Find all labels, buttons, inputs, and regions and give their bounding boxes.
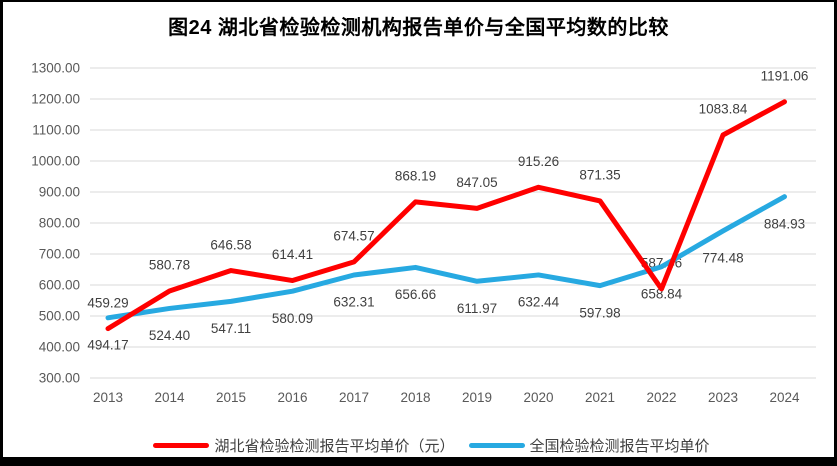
x-tick-label: 2023 bbox=[708, 390, 738, 405]
national-series-swatch-icon bbox=[468, 443, 525, 448]
legend-item-national: 全国检验检测报告平均单价 bbox=[468, 435, 710, 456]
data-label: 611.97 bbox=[457, 301, 497, 316]
x-tick-label: 2019 bbox=[462, 390, 492, 405]
x-tick-label: 2013 bbox=[93, 390, 123, 405]
data-label: 580.78 bbox=[149, 258, 190, 273]
data-label: 494.17 bbox=[87, 338, 128, 353]
legend-label-national: 全国检验检测报告平均单价 bbox=[529, 438, 710, 455]
data-label: 884.93 bbox=[764, 216, 805, 231]
data-label: 847.05 bbox=[456, 175, 497, 190]
y-tick-label: 300.00 bbox=[39, 371, 80, 386]
y-tick-label: 800.00 bbox=[39, 216, 80, 231]
x-tick-label: 2021 bbox=[585, 390, 615, 405]
data-label: 674.57 bbox=[333, 229, 374, 244]
chart-title: 图24 湖北省检验检测机构报告单价与全国平均数的比较 bbox=[168, 17, 669, 39]
data-label: 871.35 bbox=[579, 168, 620, 183]
data-label: 915.26 bbox=[518, 154, 559, 169]
hubei-series-line bbox=[105, 99, 787, 332]
page-edge-bottom bbox=[0, 457, 837, 466]
data-label: 614.41 bbox=[272, 247, 313, 262]
x-tick-label: 2020 bbox=[523, 390, 553, 405]
data-label: 632.31 bbox=[333, 295, 374, 310]
data-label: 656.66 bbox=[395, 287, 436, 302]
y-tick-label: 500.00 bbox=[39, 309, 80, 324]
y-tick-label: 600.00 bbox=[39, 278, 80, 293]
x-tick-label: 2017 bbox=[339, 390, 369, 405]
y-tick-label: 1000.00 bbox=[31, 154, 80, 169]
data-label: 547.11 bbox=[211, 321, 251, 336]
data-label: 646.58 bbox=[210, 237, 251, 252]
x-tick-label: 2022 bbox=[646, 390, 676, 405]
data-label: 1191.06 bbox=[761, 68, 809, 83]
line-chart-plot-area: 1300.00 1200.00 1100.00 1000.00 900.00 800.00… bbox=[31, 61, 816, 405]
legend-item-hubei: 湖北省检验检测报告平均单价（元） bbox=[153, 435, 455, 456]
data-label: 580.09 bbox=[272, 311, 313, 326]
page-edge-left bbox=[0, 0, 3, 466]
y-tick-label: 1100.00 bbox=[32, 123, 80, 138]
legend-label-hubei: 湖北省检验检测报告平均单价（元） bbox=[214, 438, 455, 455]
data-label: 774.48 bbox=[702, 251, 743, 266]
data-label: 658.84 bbox=[641, 286, 683, 301]
x-tick-label: 2016 bbox=[277, 390, 307, 405]
data-label: 868.19 bbox=[395, 169, 436, 184]
x-tick-label: 2014 bbox=[154, 390, 185, 405]
data-label: 459.29 bbox=[87, 295, 128, 310]
data-label: 597.98 bbox=[579, 305, 620, 320]
y-tick-label: 700.00 bbox=[39, 247, 80, 262]
y-tick-label: 400.00 bbox=[39, 340, 80, 355]
x-tick-label: 2024 bbox=[769, 390, 800, 405]
y-tick-label: 1300.00 bbox=[31, 61, 80, 76]
y-tick-label: 1200.00 bbox=[31, 92, 80, 107]
x-tick-label: 2018 bbox=[400, 390, 430, 405]
hubei-series-swatch-icon bbox=[153, 443, 210, 448]
data-label: 524.40 bbox=[149, 328, 190, 343]
x-tick-label: 2015 bbox=[216, 390, 246, 405]
national-series-line bbox=[105, 194, 787, 321]
y-tick-label: 900.00 bbox=[39, 185, 80, 200]
chart-legend: 湖北省检验检测报告平均单价（元） 全国检验检测报告平均单价 bbox=[0, 435, 837, 456]
page-edge-top bbox=[0, 0, 837, 2]
page-edge-right bbox=[834, 0, 837, 466]
data-label: 632.44 bbox=[518, 295, 560, 310]
data-label: 1083.84 bbox=[699, 102, 748, 117]
